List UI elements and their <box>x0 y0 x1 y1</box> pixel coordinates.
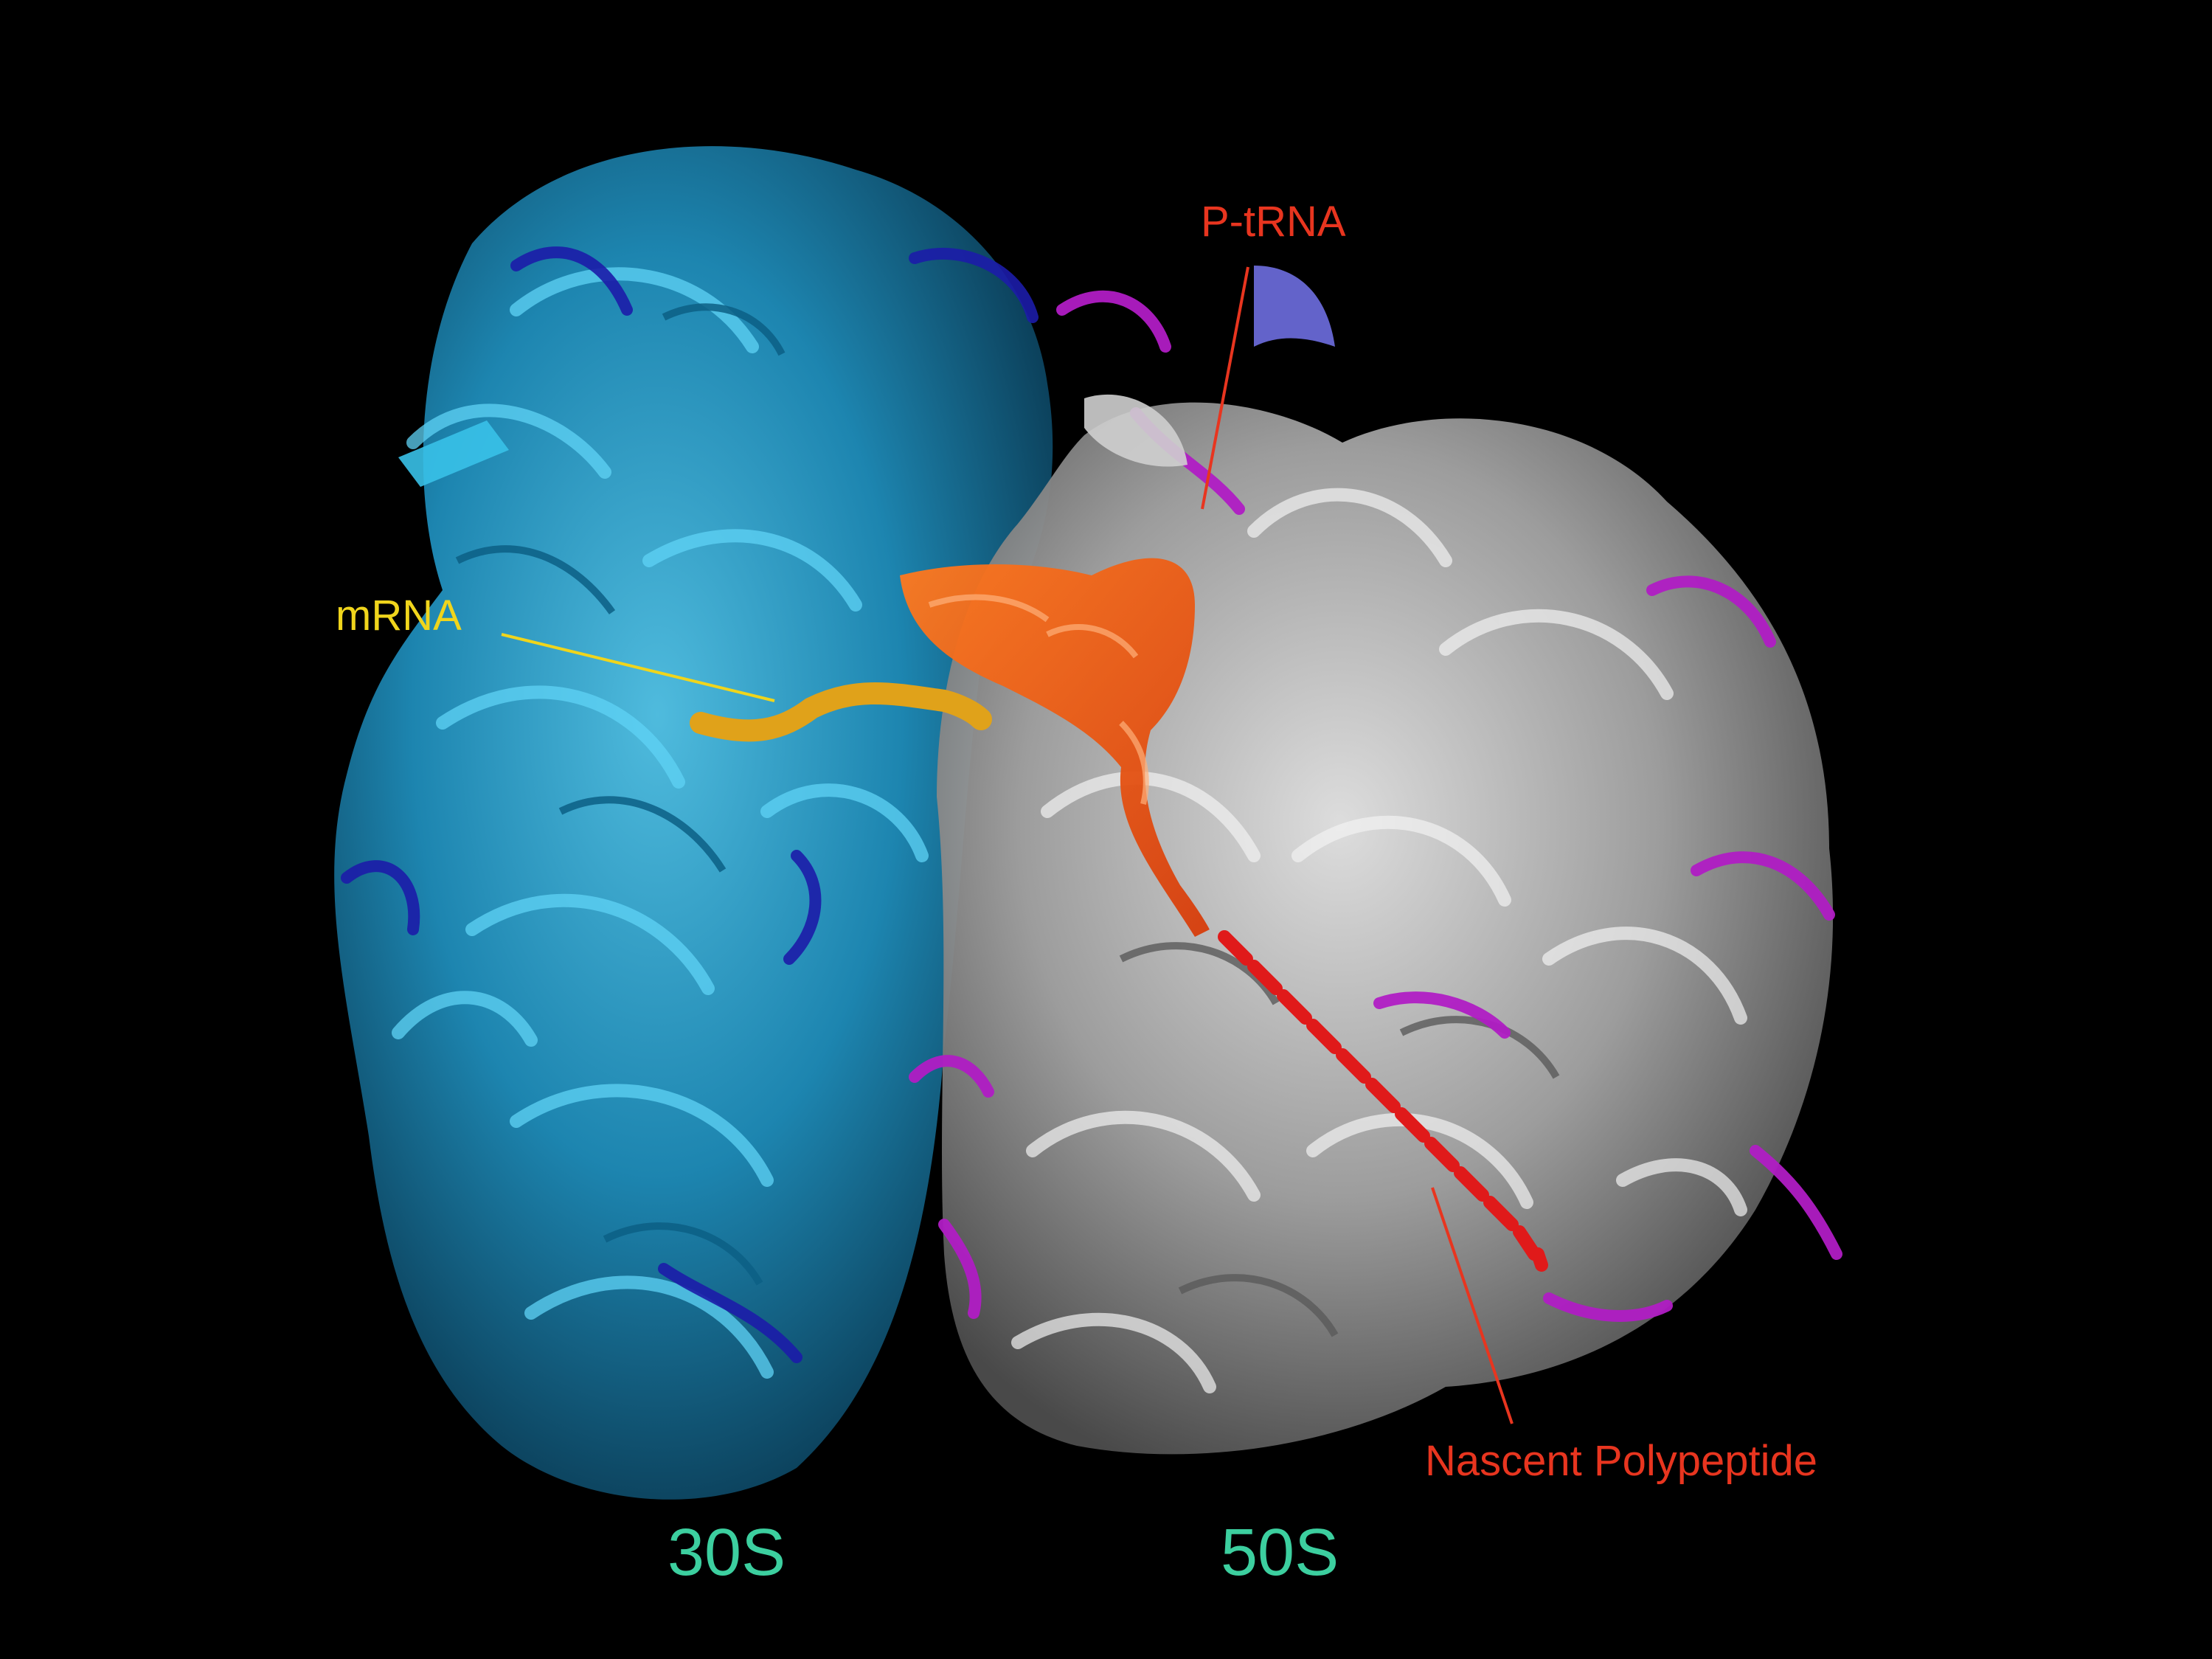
mrna-label: mRNA <box>336 592 462 640</box>
p-trna-structure <box>900 558 1210 937</box>
callout-lines <box>501 266 1514 1424</box>
nascent-polypeptide-helix <box>1218 930 1548 1272</box>
subunit-50s-label: 50S <box>1221 1516 1339 1590</box>
subunit-30s <box>334 146 1053 1500</box>
polypeptide-callout-line <box>1431 1187 1514 1424</box>
subunit-50s <box>909 266 1842 1455</box>
p-trna-label: P-tRNA <box>1201 198 1346 246</box>
nascent-polypeptide-label: Nascent Polypeptide <box>1425 1437 1817 1485</box>
mrna-callout-line <box>501 633 775 702</box>
subunit-30s-label: 30S <box>668 1516 786 1590</box>
mrna-strand <box>690 682 992 742</box>
p-trna-callout-line <box>1201 266 1249 510</box>
